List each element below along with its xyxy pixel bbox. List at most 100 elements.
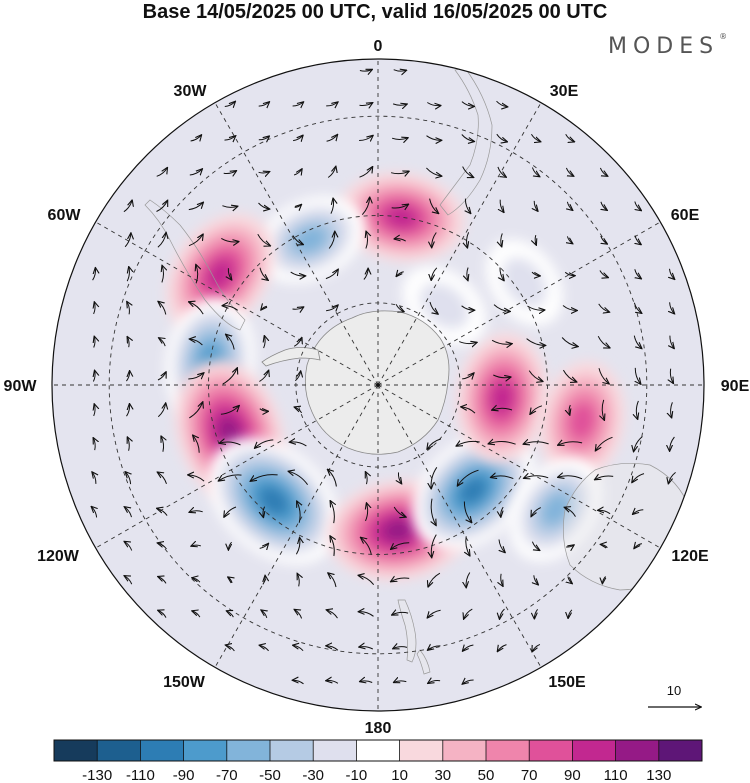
wind-arrow (391, 542, 410, 549)
wind-arrow (466, 536, 470, 555)
wind-arrow (569, 404, 570, 415)
wind-arrow (294, 407, 303, 414)
wind-arrow (261, 306, 267, 310)
wind-arrow (670, 335, 674, 349)
wind-arrow (566, 545, 574, 547)
wind-arrow (392, 612, 409, 614)
wind-arrow (636, 400, 638, 419)
wind-arrow (670, 302, 675, 313)
reference-vector: 10 (648, 683, 701, 707)
wind-arrow (428, 681, 441, 684)
wind-arrow (393, 70, 407, 71)
lon-label-180: 180 (365, 720, 392, 737)
wind-arrow (391, 138, 408, 140)
wind-arrow (464, 608, 473, 619)
wind-arrow (224, 102, 235, 107)
wind-arrow (526, 338, 546, 346)
wind-arrow (565, 507, 576, 517)
colorbar-swatch (658, 740, 703, 761)
anomaly-contour (502, 257, 547, 308)
meridian-line (377, 384, 661, 549)
wind-arrow (290, 271, 306, 276)
wind-arrow (189, 511, 203, 512)
wind-arrow (456, 441, 480, 446)
wind-arrow (293, 135, 303, 140)
wind-arrow (462, 166, 474, 178)
meridian-line (95, 384, 379, 549)
meridian-line (214, 384, 379, 668)
wind-arrow (393, 506, 406, 517)
wind-arrow (465, 198, 470, 214)
wind-arrow (328, 573, 337, 588)
wind-arrow (259, 409, 268, 412)
wind-arrow (459, 342, 477, 344)
wind-arrow (327, 610, 338, 619)
wind-arrow (124, 233, 131, 248)
wind-arrow (157, 372, 166, 381)
wind-arrow (670, 436, 675, 451)
wind-arrow (429, 198, 439, 214)
wind-arrow (491, 339, 512, 344)
wind-arrow (500, 608, 505, 619)
wind-arrow (366, 472, 368, 485)
anomaly-center-9 (539, 361, 625, 481)
wind-arrow (535, 234, 536, 245)
wind-arrow (361, 197, 369, 216)
wind-arrow (326, 135, 338, 142)
wind-arrow (467, 232, 469, 247)
anomaly-center-1 (255, 196, 365, 283)
wind-arrow (297, 501, 300, 523)
wind-arrow (500, 199, 504, 213)
wind-arrow (161, 436, 163, 452)
wind-arrow (188, 373, 203, 380)
wind-arrow (258, 172, 270, 173)
wind-arrow (327, 167, 336, 178)
wind-arrow (634, 201, 641, 211)
colorbar-tick-label: 130 (646, 767, 671, 783)
wind-arrow (496, 100, 508, 107)
colorbar-tick-label: -30 (302, 767, 324, 783)
wind-arrow (427, 609, 441, 617)
wind-arrow (124, 576, 133, 585)
wind-arrow (391, 204, 409, 208)
colorbar-swatch (486, 740, 530, 761)
lon-label-30w: 30W (174, 83, 208, 100)
wind-arrow (325, 269, 338, 280)
lon-label-90e: 90E (721, 378, 750, 395)
wind-arrow (501, 573, 503, 586)
colorbar-swatch (313, 740, 357, 761)
wind-arrow (670, 368, 673, 384)
wind-arrow (228, 268, 231, 280)
wind-arrow (597, 335, 610, 348)
wind-arrow (598, 510, 611, 515)
anomaly-center-8 (456, 333, 548, 463)
colorbar-tick-label: 70 (521, 767, 538, 783)
wind-arrow (635, 367, 640, 384)
anomaly-contour (459, 477, 487, 504)
wind-arrow (462, 680, 474, 684)
lon-label-120w: 120W (37, 548, 80, 565)
colorbar-swatch (399, 740, 444, 761)
wind-arrow (359, 103, 373, 106)
wind-arrow (92, 472, 96, 484)
wind-arrow (602, 576, 605, 584)
wind-arrow (297, 574, 299, 587)
colorbar-swatch (54, 740, 98, 761)
wind-arrow (633, 510, 644, 514)
wind-arrow (427, 102, 440, 106)
wind-arrow (531, 271, 540, 276)
wind-arrow (634, 269, 641, 278)
lon-label-90w: 90W (4, 378, 38, 395)
wind-arrow (568, 609, 573, 618)
wind-arrow (162, 266, 164, 283)
wind-arrow (94, 404, 95, 417)
wind-arrow (394, 239, 406, 242)
wind-arrow (491, 476, 514, 479)
wind-arrow (461, 101, 474, 107)
colorbar-tick-label: -90 (173, 767, 195, 783)
anomaly-center-10 (509, 457, 602, 562)
wind-arrow (330, 536, 334, 557)
wind-arrow (159, 338, 166, 347)
wind-arrow (288, 471, 309, 485)
